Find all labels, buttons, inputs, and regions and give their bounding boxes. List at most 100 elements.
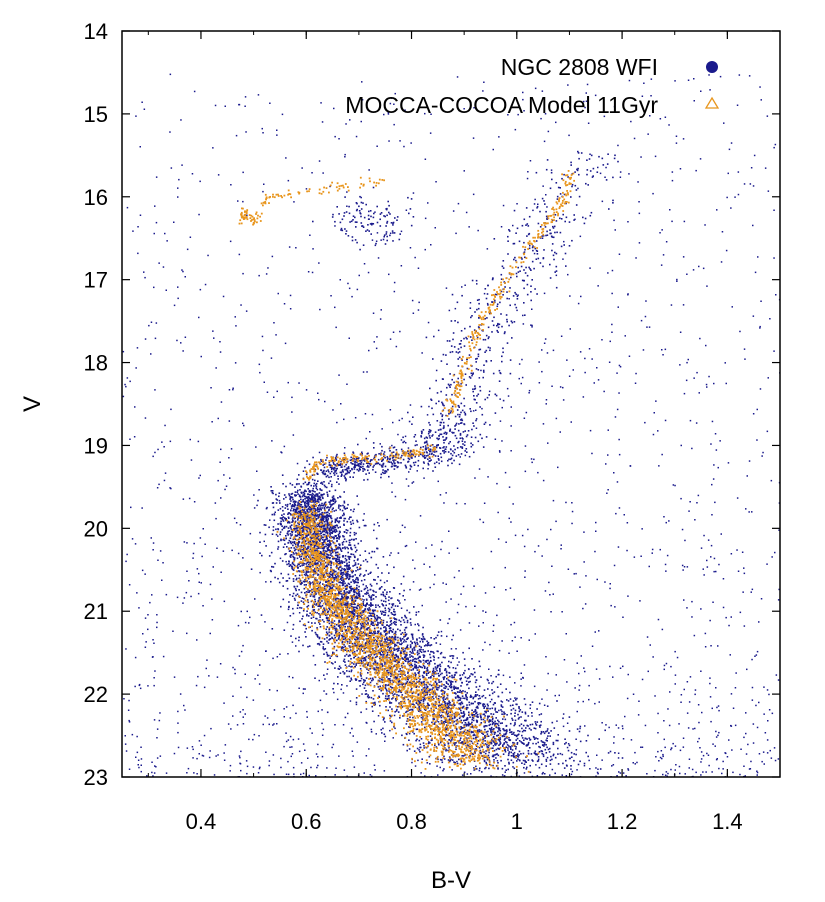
obs-point (353, 614, 356, 617)
obs-point (304, 540, 307, 543)
obs-point (349, 680, 351, 682)
obs-point (340, 575, 343, 578)
obs-point (491, 755, 494, 758)
obs-point (381, 644, 384, 646)
obs-point (329, 503, 331, 505)
obs-point (528, 737, 531, 739)
obs-point (319, 602, 322, 604)
obs-point (445, 748, 447, 751)
obs-point (485, 710, 487, 713)
obs-point (329, 532, 331, 535)
obs-point (489, 719, 492, 722)
obs-point (514, 715, 516, 717)
obs-point (437, 665, 439, 668)
obs-point (475, 695, 477, 698)
obs-point (546, 737, 548, 740)
obs-point (486, 733, 489, 735)
obs-point (398, 680, 400, 682)
obs-point (343, 520, 345, 522)
obs-point (347, 597, 349, 599)
obs-point (484, 767, 486, 770)
obs-point (456, 691, 459, 693)
obs-point (483, 713, 486, 715)
obs-point (516, 703, 518, 706)
obs-point (367, 592, 369, 594)
obs-point (396, 642, 399, 644)
obs-point (557, 763, 560, 765)
obs-point (437, 705, 440, 707)
obs-point (510, 759, 513, 761)
obs-point (334, 526, 337, 529)
obs-point (493, 691, 496, 693)
obs-point (373, 640, 375, 642)
obs-point (359, 672, 362, 674)
obs-point (386, 591, 388, 593)
obs-point (329, 543, 332, 545)
obs-point (358, 590, 360, 593)
obs-point (343, 524, 345, 526)
obs-point (437, 672, 439, 675)
obs-point (308, 563, 310, 566)
obs-point (349, 646, 351, 649)
obs-point (271, 533, 274, 535)
obs-point (328, 557, 331, 560)
obs-point (369, 677, 372, 680)
obs-point (475, 686, 478, 688)
obs-point (402, 575, 405, 578)
obs-point (316, 547, 318, 550)
obs-point (289, 554, 292, 556)
obs-point (471, 713, 473, 716)
obs-point (287, 512, 290, 514)
obs-point (509, 698, 512, 700)
obs-point (422, 698, 424, 701)
obs-point (336, 564, 338, 567)
obs-point (579, 760, 581, 763)
obs-point (471, 718, 473, 721)
obs-point (341, 636, 344, 639)
obs-point (535, 753, 537, 755)
obs-point (328, 482, 330, 485)
obs-point (330, 621, 333, 623)
obs-point (396, 708, 398, 711)
obs-point (284, 543, 286, 545)
obs-point (296, 553, 298, 555)
obs-point (539, 726, 541, 728)
obs-point (337, 625, 340, 627)
obs-point (463, 730, 466, 733)
obs-point (311, 498, 314, 500)
obs-point (505, 688, 507, 690)
obs-point (328, 575, 331, 577)
obs-point (286, 546, 288, 548)
obs-point (386, 653, 389, 656)
obs-point (343, 603, 346, 606)
obs-point (462, 651, 464, 654)
obs-point (455, 729, 458, 731)
obs-point (373, 631, 375, 633)
obs-point (310, 484, 312, 487)
obs-point (386, 660, 389, 662)
obs-point (346, 591, 348, 593)
obs-point (337, 638, 340, 640)
obs-point (397, 655, 399, 658)
obs-point (323, 674, 325, 676)
obs-point (300, 600, 303, 602)
obs-point (364, 642, 367, 644)
obs-point (540, 731, 543, 734)
obs-point (354, 600, 357, 602)
obs-point (303, 520, 306, 522)
obs-point (346, 564, 348, 566)
obs-point (388, 603, 391, 605)
obs-point (277, 509, 280, 511)
obs-point (444, 735, 447, 737)
obs-point (338, 546, 341, 549)
obs-point (331, 592, 333, 595)
obs-point (326, 493, 329, 496)
obs-point (362, 519, 365, 521)
obs-point (333, 645, 336, 648)
obs-point (282, 509, 284, 512)
obs-point (396, 662, 399, 664)
obs-point (293, 505, 296, 508)
obs-point (294, 575, 297, 577)
obs-point (351, 652, 354, 654)
obs-point (395, 710, 398, 712)
